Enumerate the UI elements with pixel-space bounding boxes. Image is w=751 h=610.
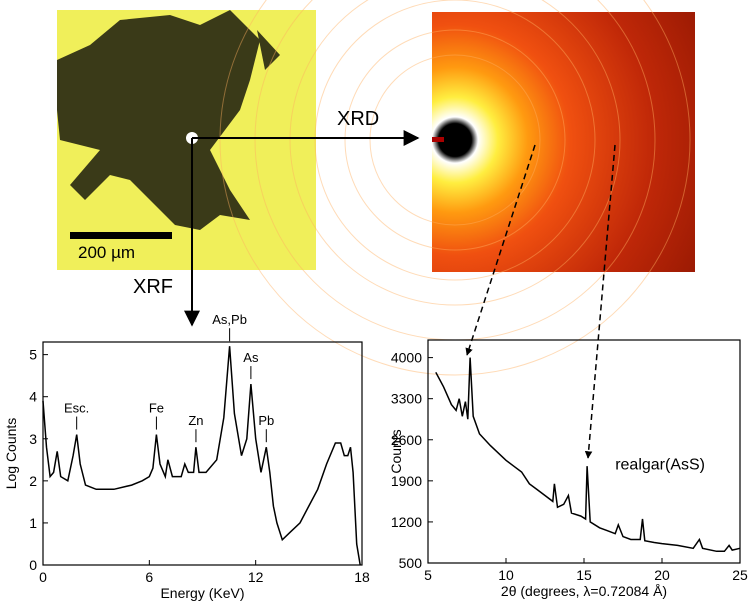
annotation: Pb <box>258 413 274 428</box>
xrd-label: XRD <box>337 108 379 130</box>
y-tick-label: 4 <box>29 389 37 405</box>
y-tick-label: 2 <box>29 473 37 489</box>
x-tick-label: 15 <box>576 567 592 583</box>
y-tick-label: 1900 <box>391 473 422 489</box>
y-tick-label: 1200 <box>391 514 422 530</box>
y-tick-label: 0 <box>29 557 37 573</box>
y-axis-label: Counts <box>388 429 404 473</box>
x-tick-label: 12 <box>248 569 264 585</box>
y-tick-label: 2600 <box>391 432 422 448</box>
y-axis-label: Log Counts <box>3 418 19 490</box>
data-line <box>435 357 741 553</box>
x-tick-label: 5 <box>424 567 432 583</box>
micrograph: 200 µm <box>57 10 316 270</box>
x-tick-label: 25 <box>732 567 748 583</box>
xrf-label: XRF <box>133 276 173 298</box>
y-tick-label: 1 <box>29 515 37 531</box>
x-tick-label: 10 <box>498 567 514 583</box>
x-axis-label: 2θ (degrees, λ=0.72084 Å) <box>501 583 667 599</box>
x-tick-label: 18 <box>354 569 370 585</box>
y-tick-label: 3 <box>29 431 37 447</box>
y-tick-label: 3300 <box>391 391 422 407</box>
dashed-arrow <box>465 144 536 356</box>
annotation: realgar(AsS) <box>615 456 705 473</box>
y-tick-label: 4000 <box>391 350 422 366</box>
x-tick-label: 6 <box>145 569 153 585</box>
xrd-pattern <box>219 0 695 376</box>
y-tick-label: 500 <box>399 555 423 571</box>
annotation: As <box>243 350 259 365</box>
annotation: Fe <box>149 401 164 416</box>
x-axis-label: Energy (KeV) <box>160 585 244 601</box>
plot-frame <box>42 341 363 566</box>
y-tick-label: 5 <box>29 347 37 363</box>
data-line <box>42 346 361 566</box>
annotation: Zn <box>188 413 203 428</box>
scale-bar-label: 200 µm <box>78 243 135 262</box>
x-tick-label: 0 <box>39 569 47 585</box>
plot-frame <box>427 339 741 564</box>
annotation: Esc. <box>64 401 89 416</box>
dashed-arrow <box>584 144 616 459</box>
x-tick-label: 20 <box>654 567 670 583</box>
annotation: As,Pb <box>212 312 247 327</box>
